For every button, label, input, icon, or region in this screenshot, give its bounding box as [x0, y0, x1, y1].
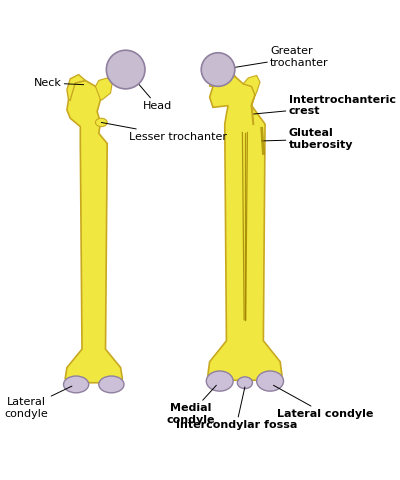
Text: Lateral condyle: Lateral condyle — [274, 385, 373, 419]
Ellipse shape — [237, 377, 252, 389]
Polygon shape — [208, 70, 282, 380]
Circle shape — [106, 50, 145, 89]
Polygon shape — [96, 78, 112, 100]
Ellipse shape — [64, 376, 89, 393]
Text: Neck: Neck — [34, 78, 84, 88]
Text: Gluteal
tuberosity: Gluteal tuberosity — [262, 129, 353, 150]
Circle shape — [201, 53, 235, 86]
Polygon shape — [67, 74, 85, 100]
Text: Medial
condyle: Medial condyle — [166, 385, 216, 425]
Text: Intercondylar fossa: Intercondylar fossa — [176, 387, 297, 430]
Text: Greater
trochanter: Greater trochanter — [221, 46, 329, 70]
Text: Head: Head — [130, 74, 172, 111]
Text: Intertrochanteric
crest: Intertrochanteric crest — [253, 95, 396, 117]
Ellipse shape — [206, 371, 233, 391]
Polygon shape — [243, 75, 260, 106]
Polygon shape — [65, 81, 122, 383]
Text: Lateral
condyle: Lateral condyle — [5, 386, 72, 419]
Text: Lesser trochanter: Lesser trochanter — [101, 122, 227, 142]
Ellipse shape — [96, 118, 107, 127]
Polygon shape — [210, 65, 236, 86]
Ellipse shape — [99, 376, 124, 393]
Ellipse shape — [257, 371, 284, 391]
